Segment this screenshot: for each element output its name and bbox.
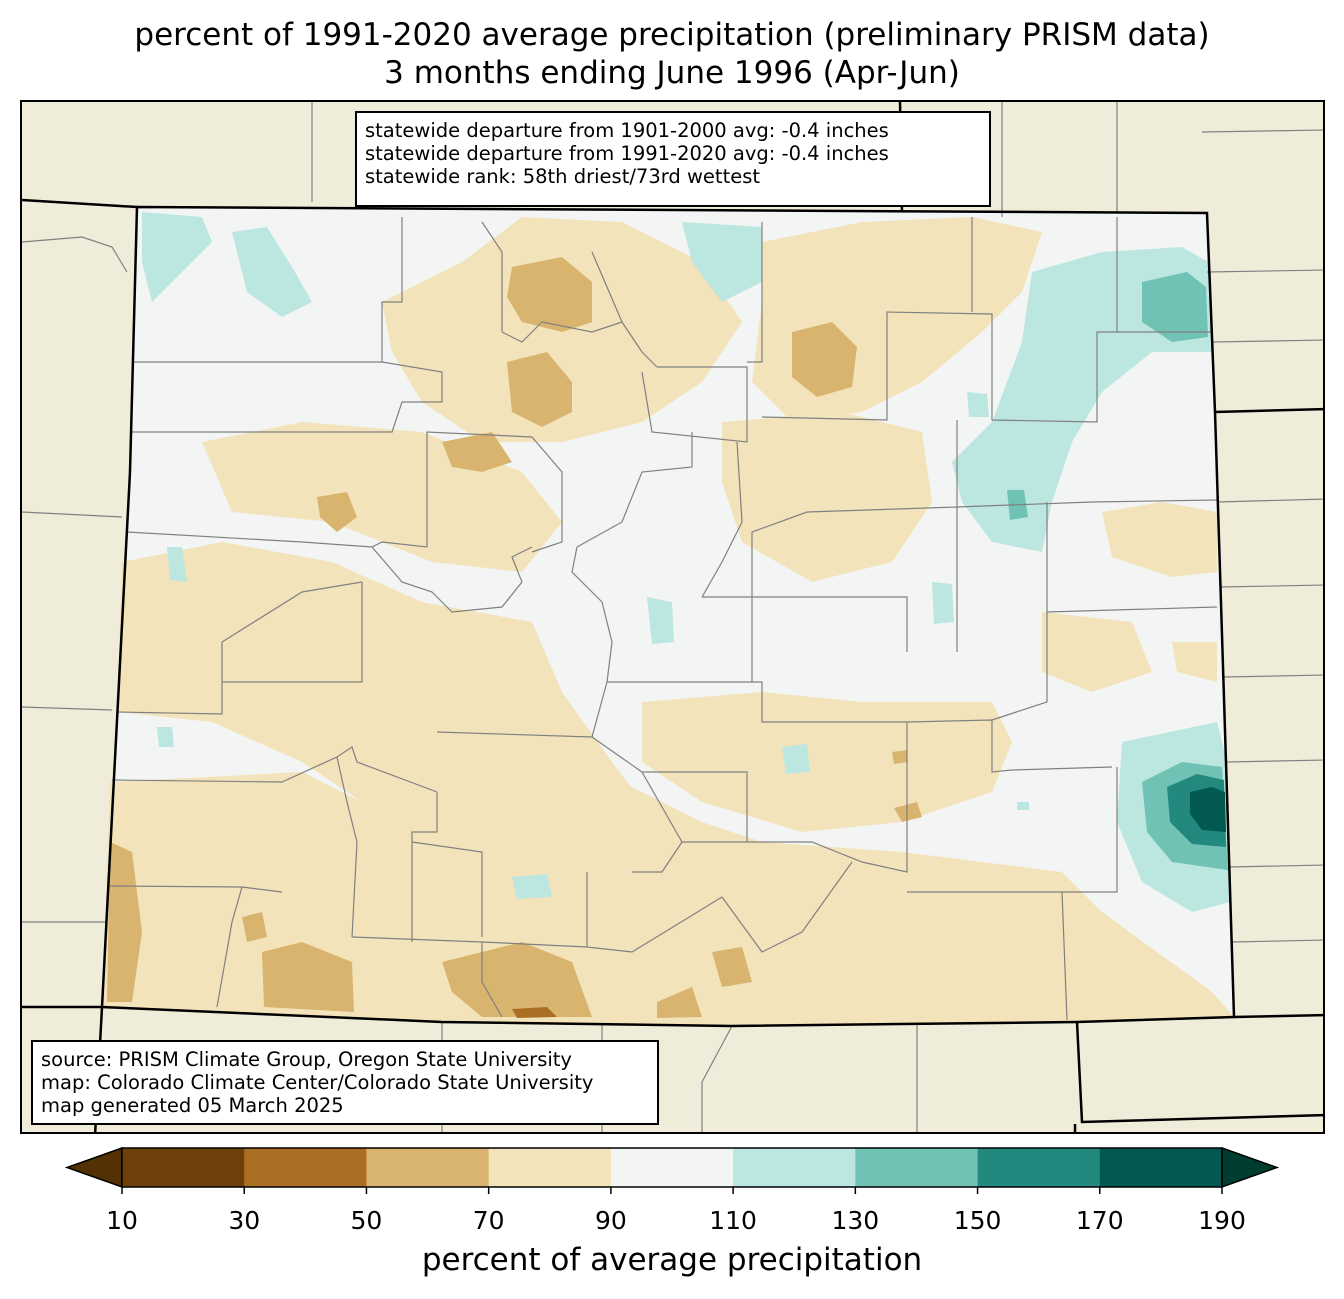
stats-departure-1991-2020: statewide departure from 1991-2020 avg: …	[365, 142, 889, 165]
map-panel	[20, 100, 1325, 1134]
colorbar-tick-label: 150	[954, 1206, 1002, 1235]
source-line: source: PRISM Climate Group, Oregon Stat…	[41, 1048, 572, 1071]
colorbar: 10 30 50 70 90 110 130 150 170 190	[64, 1146, 1280, 1235]
colorbar-bin	[244, 1148, 367, 1187]
colorbar-ticks: 10 30 50 70 90 110 130 150 170 190	[106, 1187, 1246, 1235]
colorbar-tick-label: 70	[473, 1206, 505, 1235]
colorbar-under-arrow	[64, 1146, 123, 1189]
colorbar-tick-label: 130	[831, 1206, 879, 1235]
colorbar-outline	[121, 1147, 1223, 1188]
wet-150-190-areas	[1167, 774, 1226, 847]
colorbar-tick-label: 190	[1198, 1206, 1246, 1235]
colorbar-tick-label: 110	[709, 1206, 757, 1235]
dry-50-70-areas	[107, 257, 922, 1018]
colorbar-tick-label: 50	[351, 1206, 383, 1235]
colorbar-bin	[488, 1148, 612, 1187]
colorbar-bin	[610, 1148, 734, 1187]
colorbar-bin	[366, 1148, 490, 1187]
statewide-stats-box: statewide departure from 1901-2000 avg: …	[355, 111, 991, 207]
county-boundaries	[22, 102, 1323, 1132]
colorbar-label: percent of average precipitation	[421, 1242, 923, 1278]
stats-rank: statewide rank: 58th driest/73rd wettest	[365, 165, 761, 188]
colorbar-tick-label: 90	[595, 1206, 627, 1235]
map-title: percent of 1991-2020 average precipitati…	[134, 17, 1210, 53]
precipitation-map	[22, 102, 1323, 1132]
map-subtitle: 3 months ending June 1996 (Apr-Jun)	[384, 55, 960, 91]
colorbar-bins	[64, 1146, 1280, 1189]
stats-departure-1901-2000: statewide departure from 1901-2000 avg: …	[365, 119, 889, 142]
colorbar-bin	[1099, 1148, 1223, 1187]
colorbar-bin	[977, 1148, 1101, 1187]
colorbar-tick-label: 30	[228, 1206, 260, 1235]
colorbar-tick-label: 170	[1076, 1206, 1124, 1235]
colorbar-bin	[855, 1148, 979, 1187]
colorbar-bin	[122, 1148, 245, 1187]
colorbar-tick-label: 10	[106, 1206, 138, 1235]
colorbar-over-arrow	[1221, 1146, 1280, 1189]
map-credit-line: map: Colorado Climate Center/Colorado St…	[41, 1071, 594, 1094]
source-credits-box: source: PRISM Climate Group, Oregon Stat…	[31, 1040, 659, 1125]
generated-date-line: map generated 05 March 2025	[41, 1094, 344, 1117]
dry-30-50-areas	[512, 1007, 557, 1018]
colorbar-bin	[733, 1148, 856, 1187]
